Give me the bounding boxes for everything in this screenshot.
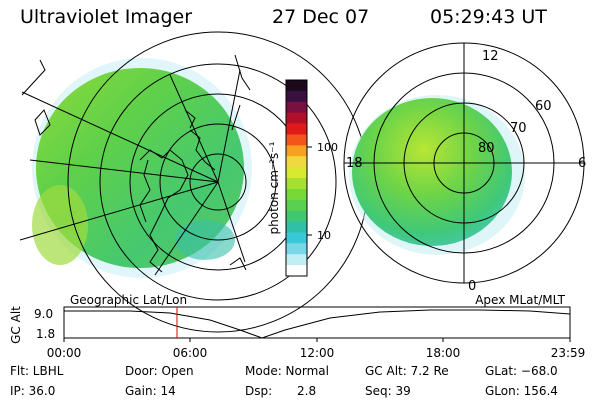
colorbar-swatch [286, 199, 307, 212]
colorbar-swatch [286, 167, 307, 179]
timeline-y-label: GC Alt [9, 306, 23, 344]
timeline-y-tick-low: 1.8 [36, 327, 55, 341]
info-glat: GLat: −68.0 [485, 364, 558, 378]
colorbar-swatch [286, 123, 307, 136]
observation-time: 05:29:43 UT [430, 6, 547, 28]
colorbar-swatch [286, 210, 307, 223]
colorbar-swatch [286, 90, 307, 103]
observation-date: 27 Dec 07 [272, 6, 370, 28]
polar-plot: 12 18 6 0 80 70 60 [343, 42, 586, 294]
timeline-y-tick-high: 9.0 [34, 307, 53, 321]
colorbar-unit-label: photon cm⁻²s⁻¹ [267, 141, 281, 234]
info-door: Door: Open [125, 364, 194, 378]
timeline-x-tick: 06:00 [173, 346, 208, 360]
info-ip: IP: 36.0 [10, 384, 56, 398]
lat-label-70: 70 [510, 121, 527, 136]
info-dsp-value: 2.8 [297, 384, 317, 398]
colorbar-swatch [286, 232, 307, 244]
geographic-image [19, 31, 369, 333]
timeline-right-label: Apex MLat/MLT [475, 293, 565, 307]
colorbar-swatch [286, 145, 307, 157]
timeline-x-tick: 12:00 [300, 346, 335, 360]
info-glon: GLon: 156.4 [485, 384, 558, 398]
colorbar-swatch [286, 156, 307, 168]
colorbar-swatch [286, 221, 307, 234]
info-gain: Gain: 14 [125, 384, 176, 398]
info-mode: Mode: Normal [245, 364, 329, 378]
timeline-x-tick: 00:00 [47, 346, 82, 360]
timeline-x-tick: 23:59 [551, 346, 586, 360]
instrument-title: Ultraviolet Imager [20, 6, 193, 28]
info-dsp-label: Dsp: [245, 384, 273, 398]
colorbar-swatch [286, 112, 307, 125]
colorbar-swatch [286, 101, 307, 114]
colorbar-swatch [286, 134, 307, 146]
colorbar-frame [285, 79, 308, 277]
colorbar [285, 79, 312, 277]
colorbar-swatch [286, 254, 307, 266]
colorbar-tick-10: 10 [317, 229, 331, 242]
colorbar-swatch [286, 265, 307, 277]
lat-label-60: 60 [535, 99, 552, 114]
timeline-left-label: Geographic Lat/Lon [70, 293, 187, 307]
colorbar-swatch [286, 243, 307, 255]
colorbar-swatch [286, 178, 307, 190]
mlt-label-18: 18 [346, 156, 363, 171]
colorbar-tick-100: 100 [317, 141, 338, 154]
info-gc-alt: GC Alt: 7.2 Re [365, 364, 449, 378]
timeline-x-tick: 18:00 [426, 346, 461, 360]
lat-label-80: 80 [478, 141, 495, 156]
mlt-label-0: 0 [468, 279, 476, 294]
info-seq: Seq: 39 [365, 384, 411, 398]
colorbar-swatch [286, 80, 307, 92]
info-filter: Flt: LBHL [10, 364, 64, 378]
mlt-label-12: 12 [482, 49, 499, 64]
colorbar-swatch [286, 188, 307, 201]
mlt-label-6: 6 [578, 156, 586, 171]
timeline-plot [63, 306, 571, 342]
